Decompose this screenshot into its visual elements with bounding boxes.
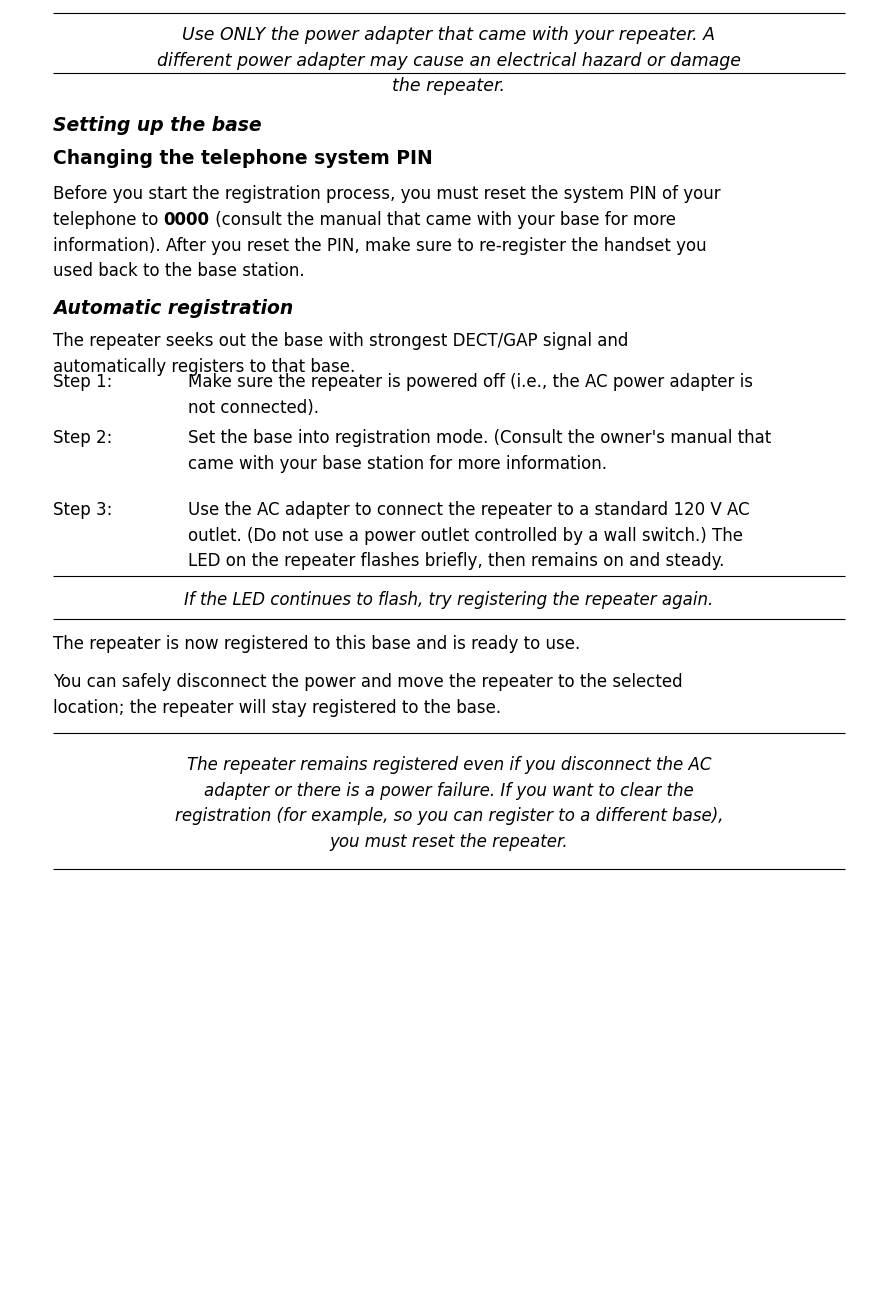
Text: Step 3:: Step 3: [53, 501, 112, 519]
Text: 0000: 0000 [164, 211, 209, 229]
Text: used back to the base station.: used back to the base station. [53, 262, 305, 281]
Text: If the LED continues to flash, try registering the repeater again.: If the LED continues to flash, try regis… [184, 591, 714, 610]
Text: Automatic registration: Automatic registration [53, 299, 293, 319]
Text: Use the AC adapter to connect the repeater to a standard 120 V AC
outlet. (Do no: Use the AC adapter to connect the repeat… [188, 501, 749, 570]
Text: information). After you reset the PIN, make sure to re-register the handset you: information). After you reset the PIN, m… [53, 237, 707, 254]
Text: (consult the manual that came with your base for more: (consult the manual that came with your … [209, 211, 675, 229]
Text: Setting up the base: Setting up the base [53, 115, 262, 135]
Text: Changing the telephone system PIN: Changing the telephone system PIN [53, 149, 433, 168]
Text: Set the base into registration mode. (Consult the owner's manual that
came with : Set the base into registration mode. (Co… [188, 429, 772, 473]
Text: Make sure the repeater is powered off (i.e., the AC power adapter is
not connect: Make sure the repeater is powered off (i… [188, 374, 753, 417]
Text: The repeater remains registered even if you disconnect the AC
adapter or there i: The repeater remains registered even if … [175, 756, 723, 851]
Text: The repeater seeks out the base with strongest DECT/GAP signal and
automatically: The repeater seeks out the base with str… [53, 332, 628, 376]
Text: Step 1:: Step 1: [53, 374, 112, 391]
Text: Before you start the registration process, you must reset the system PIN of your: Before you start the registration proces… [53, 185, 721, 203]
Text: Use ONLY the power adapter that came with your repeater. A
different power adapt: Use ONLY the power adapter that came wit… [157, 26, 741, 96]
Text: You can safely disconnect the power and move the repeater to the selected
locati: You can safely disconnect the power and … [53, 673, 683, 717]
Text: The repeater is now registered to this base and is ready to use.: The repeater is now registered to this b… [53, 635, 580, 653]
Text: Step 2:: Step 2: [53, 429, 112, 447]
Text: telephone to: telephone to [53, 211, 164, 229]
